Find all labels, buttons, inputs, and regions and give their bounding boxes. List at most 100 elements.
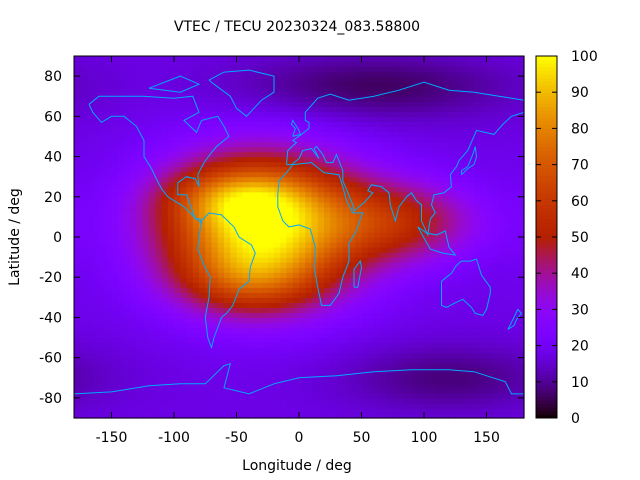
heat-cell	[486, 101, 494, 107]
heat-cell	[224, 106, 231, 112]
heat-cell	[242, 342, 250, 349]
heat-cell	[236, 312, 244, 319]
heat-cell	[86, 262, 94, 268]
heat-cell	[186, 282, 194, 288]
heat-cell	[142, 312, 150, 319]
heat-cell	[92, 151, 100, 158]
heat-cell	[149, 367, 156, 374]
heat-cell	[411, 277, 419, 283]
heat-cell	[467, 332, 475, 339]
heat-cell	[392, 176, 400, 183]
heat-cell	[349, 231, 356, 238]
heat-cell	[224, 226, 231, 233]
heat-cell	[517, 237, 525, 243]
heat-cell	[80, 367, 88, 374]
heat-cell	[186, 166, 194, 173]
heat-cell	[130, 272, 138, 278]
heat-cell	[230, 257, 238, 263]
heat-cell	[349, 211, 356, 218]
heat-cell	[86, 86, 94, 92]
heat-cell	[274, 171, 281, 178]
heat-cell	[455, 96, 463, 102]
heat-cell	[436, 302, 444, 308]
heat-cell	[261, 131, 269, 138]
heat-cell	[311, 101, 319, 107]
heat-cell	[486, 317, 494, 324]
heat-cell	[280, 407, 288, 414]
heat-cell	[405, 71, 413, 77]
heat-cell	[505, 151, 513, 158]
heat-cell	[255, 412, 263, 419]
heat-cell	[236, 332, 244, 339]
heat-cell	[242, 66, 250, 72]
heat-cell	[392, 287, 400, 293]
heat-cell	[480, 116, 488, 122]
heat-cell	[111, 106, 119, 112]
heat-cell	[230, 382, 238, 389]
heat-cell	[386, 131, 394, 138]
heat-cell	[174, 407, 181, 414]
heat-cell	[449, 181, 456, 188]
heat-cell	[117, 407, 125, 414]
heat-cell	[292, 231, 300, 238]
heat-cell	[286, 322, 294, 329]
heat-cell	[155, 106, 163, 112]
heat-cell	[124, 237, 131, 243]
heat-cell	[280, 402, 288, 409]
heat-cell	[399, 96, 406, 102]
heat-cell	[261, 377, 269, 384]
heat-cell	[411, 262, 419, 268]
heat-cell	[455, 131, 463, 138]
heat-cell	[111, 191, 119, 198]
heat-cell	[386, 247, 394, 253]
heat-cell	[211, 166, 219, 173]
heat-cell	[455, 221, 463, 228]
heat-cell	[74, 136, 81, 143]
heat-cell	[324, 247, 331, 253]
heat-cell	[286, 392, 294, 399]
heat-cell	[417, 221, 425, 228]
heat-cell	[249, 307, 256, 314]
heat-cell	[236, 176, 244, 183]
heat-cell	[355, 292, 363, 298]
heat-cell	[174, 252, 181, 258]
heat-cell	[280, 347, 288, 354]
heat-cell	[342, 176, 350, 183]
heat-cell	[436, 252, 444, 258]
heat-cell	[299, 347, 306, 354]
heat-cell	[386, 191, 394, 198]
heat-cell	[124, 402, 131, 409]
heat-cell	[305, 407, 313, 414]
heat-cell	[324, 372, 331, 379]
heat-cell	[461, 347, 469, 354]
heat-cell	[261, 357, 269, 364]
heat-cell	[361, 181, 369, 188]
heat-cell	[142, 186, 150, 193]
heat-cell	[417, 267, 425, 273]
heat-cell	[355, 287, 363, 293]
heat-cell	[374, 186, 381, 193]
heat-cell	[424, 287, 431, 293]
heat-cell	[474, 387, 481, 394]
heat-cell	[324, 377, 331, 384]
heat-cell	[342, 317, 350, 324]
heat-cell	[467, 257, 475, 263]
heat-cell	[136, 131, 144, 138]
heat-cell	[111, 267, 119, 273]
heat-cell	[136, 151, 144, 158]
heat-cell	[461, 86, 469, 92]
heat-cell	[399, 307, 406, 314]
heat-cell	[92, 106, 100, 112]
heat-cell	[230, 201, 238, 208]
heat-cell	[517, 176, 525, 183]
heat-cell	[124, 111, 131, 117]
heat-cell	[167, 282, 175, 288]
heat-cell	[424, 91, 431, 97]
heat-cell	[217, 96, 225, 102]
heat-cell	[149, 181, 156, 188]
heat-cell	[317, 327, 325, 334]
heat-cell	[199, 317, 206, 324]
heat-cell	[286, 186, 294, 193]
heat-cell	[436, 101, 444, 107]
heat-cell	[124, 126, 131, 133]
